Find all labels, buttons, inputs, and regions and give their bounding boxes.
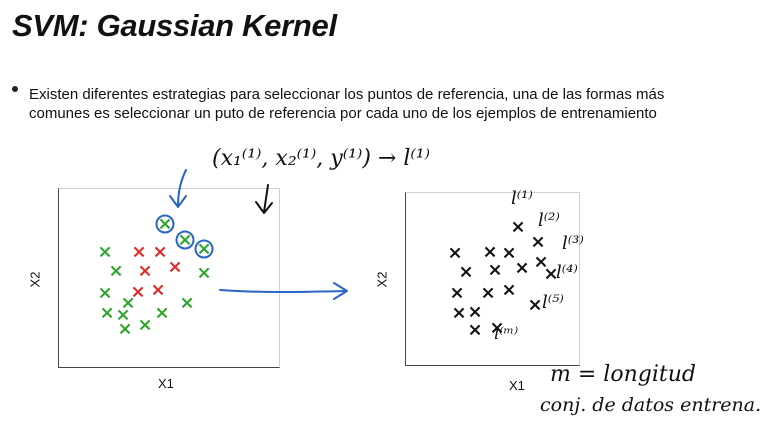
bullet-dot (12, 86, 18, 92)
left-plot-ylabel: X2 (27, 271, 43, 288)
landmark-label-4: l⁽⁴⁾ (556, 262, 578, 283)
slide-title: SVM: Gaussian Kernel (12, 8, 337, 43)
landmark-label-2: l⁽²⁾ (538, 210, 560, 231)
bullet-text: Existen diferentes estrategias para sele… (29, 86, 665, 122)
right-plot-xlabel: X1 (509, 378, 525, 393)
left-plot-frame (58, 188, 280, 368)
landmark-label-3: l⁽³⁾ (562, 233, 584, 254)
handwritten-tuple: (x₁⁽¹⁾, x₂⁽¹⁾, y⁽¹⁾) → l⁽¹⁾ (212, 146, 430, 171)
handwritten-conj-datos: conj. de datos entrena. (540, 394, 762, 416)
right-plot-ylabel: X2 (374, 271, 390, 288)
landmark-label-1: l⁽¹⁾ (511, 188, 533, 209)
right-plot-frame (405, 192, 580, 366)
landmark-label-m: l⁽ᵐ⁾ (494, 324, 519, 344)
landmark-label-5: l⁽⁵⁾ (542, 292, 564, 313)
blue-right-arrow-head (333, 282, 348, 300)
left-plot-xlabel: X1 (158, 376, 174, 391)
handwritten-m-equation: m = longitud (550, 362, 696, 387)
